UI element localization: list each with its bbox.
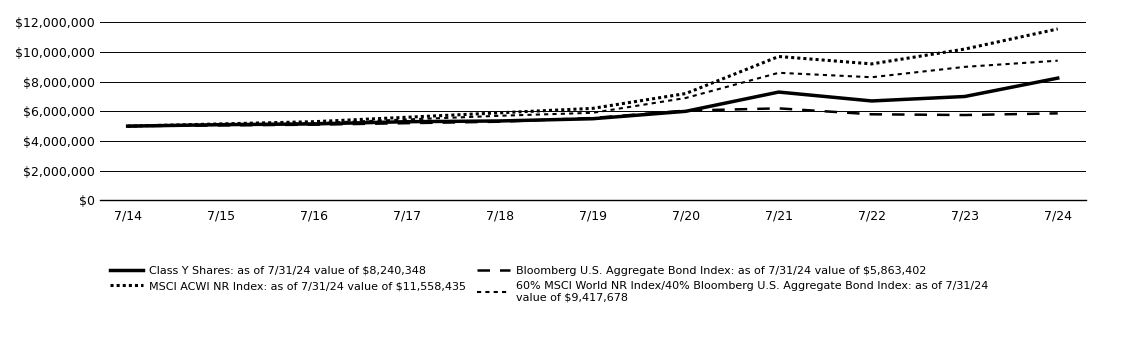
Legend: Class Y Shares: as of 7/31/24 value of $8,240,348, MSCI ACWI NR Index: as of 7/3: Class Y Shares: as of 7/31/24 value of $… — [106, 261, 993, 307]
